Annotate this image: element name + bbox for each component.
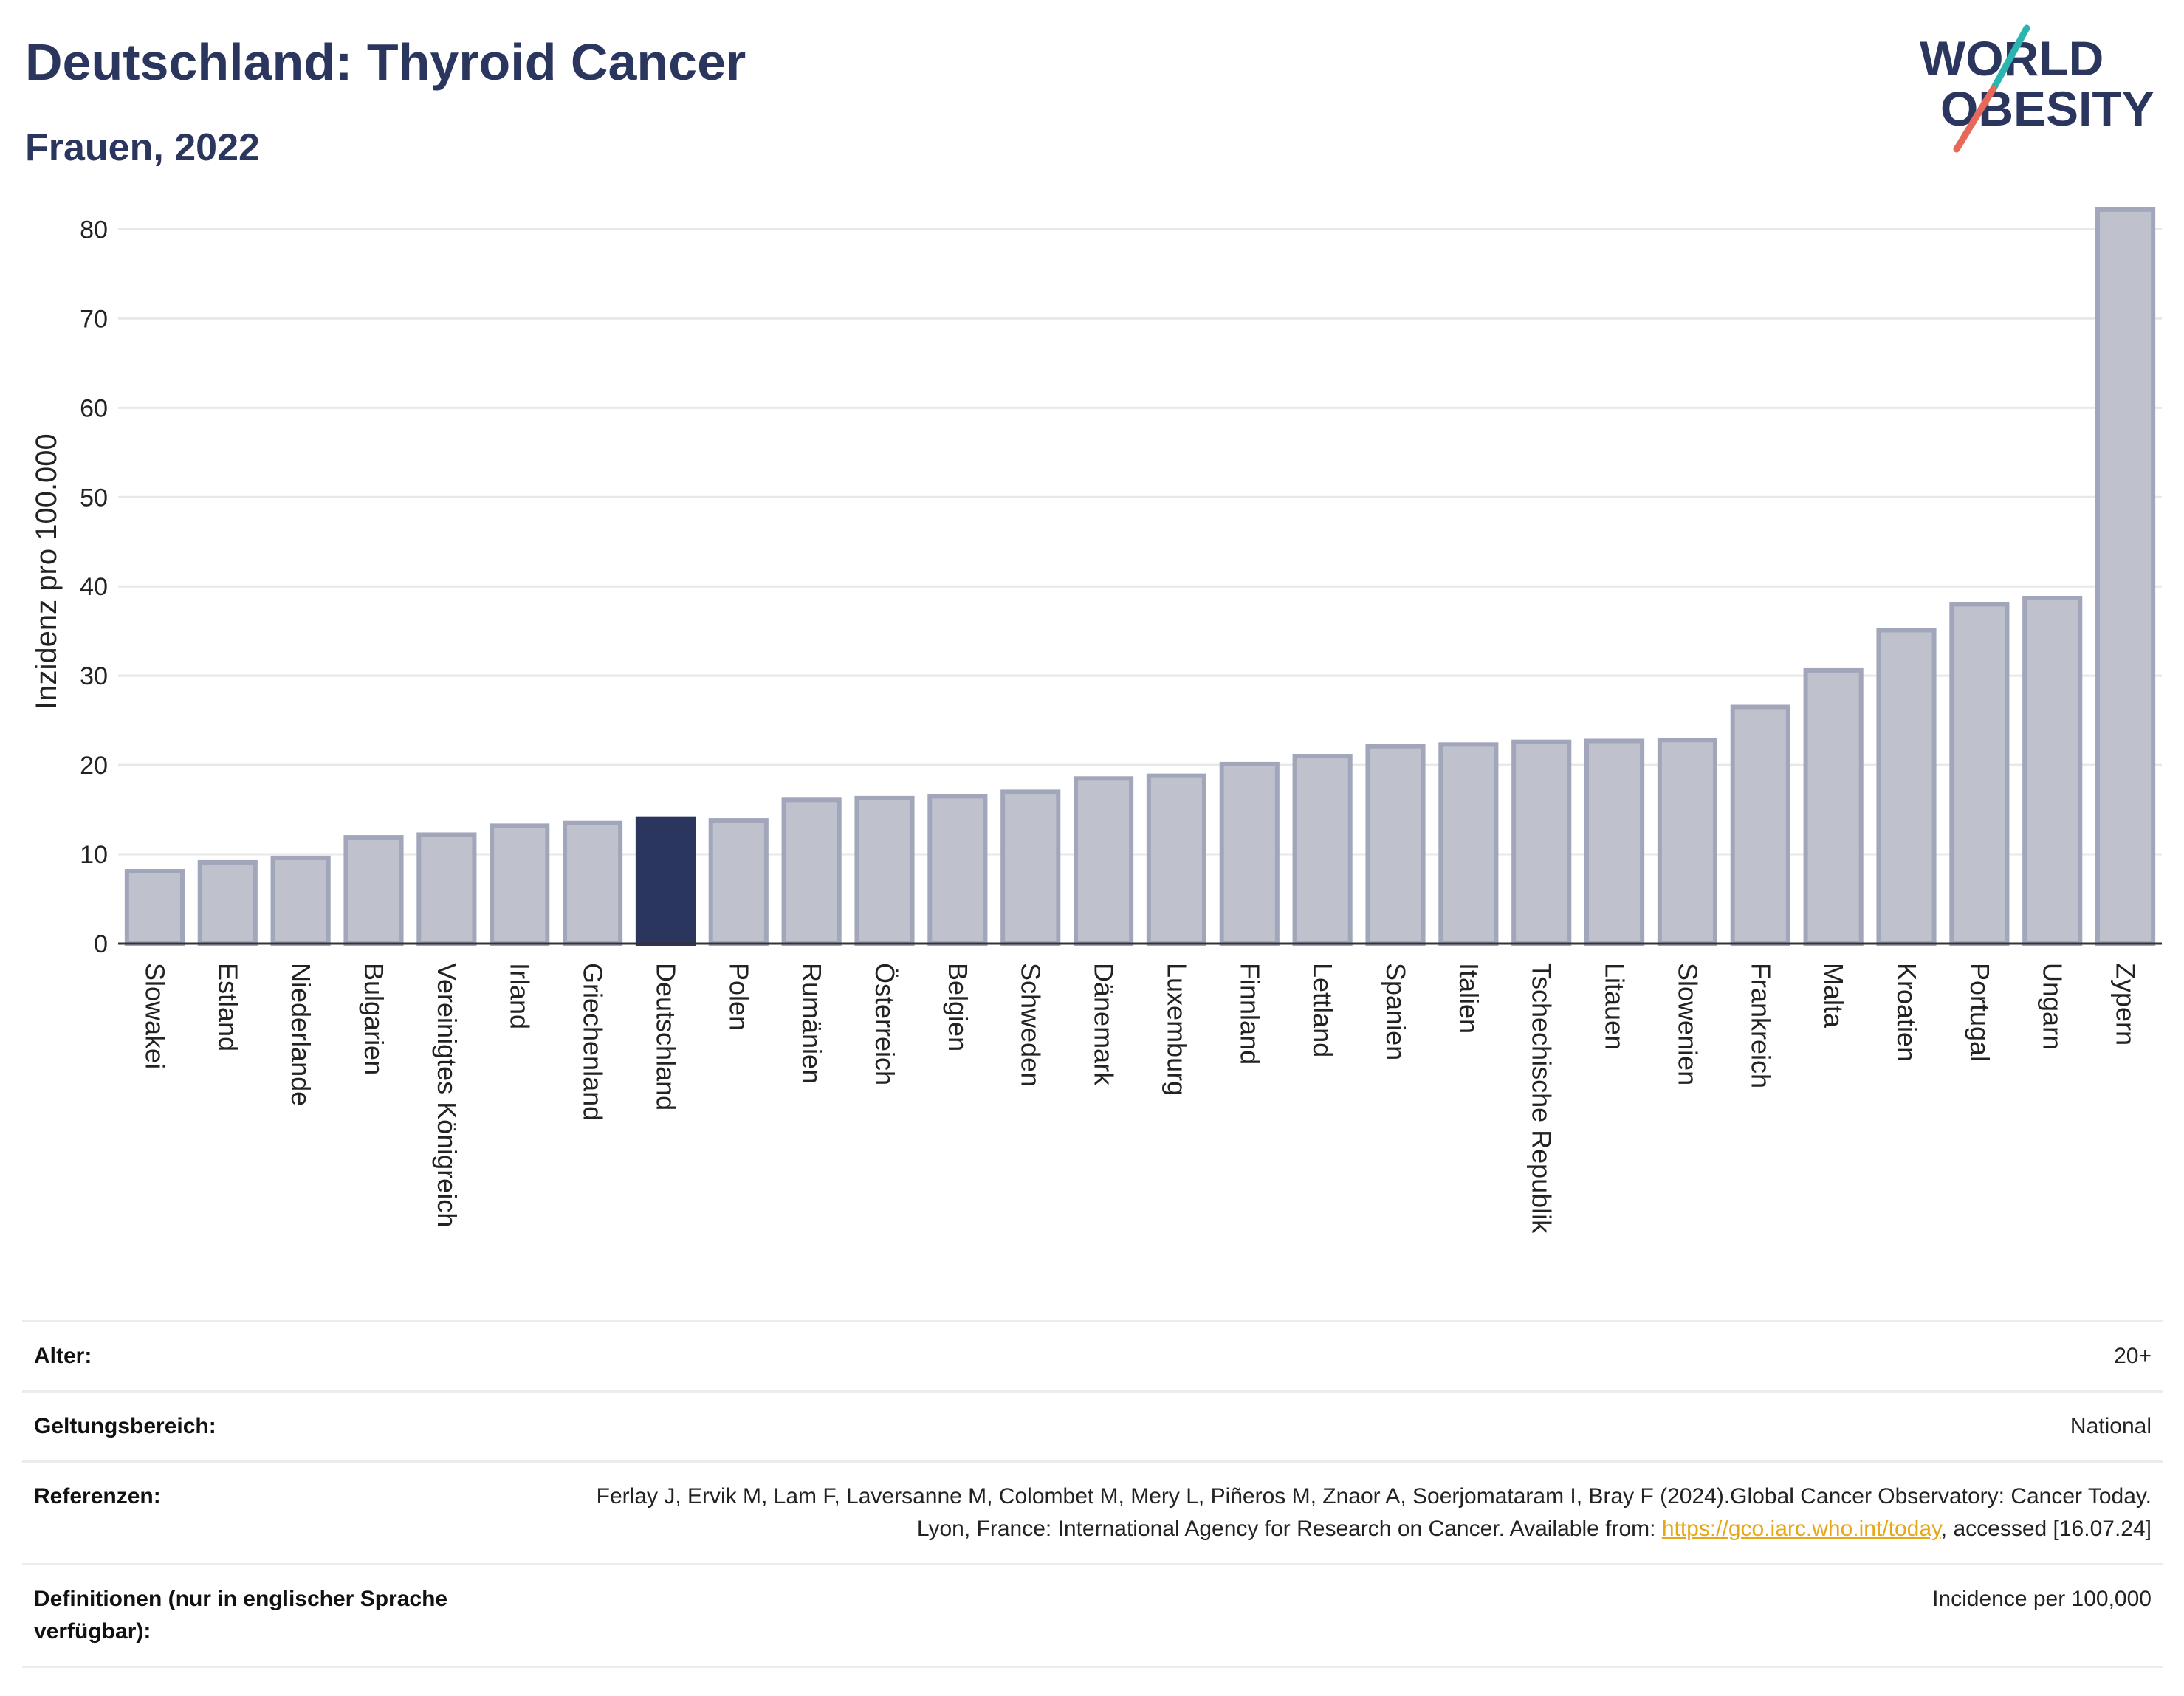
bar xyxy=(270,855,331,947)
x-tick-label: Bulgarien xyxy=(359,963,389,1075)
x-tick-label: Dänemark xyxy=(1089,963,1119,1086)
x-tick-label: Spanien xyxy=(1381,963,1411,1060)
bar xyxy=(1000,789,1061,947)
bar xyxy=(781,797,842,946)
x-tick-label: Italien xyxy=(1454,963,1484,1034)
info-label-references: Referenzen: xyxy=(34,1484,161,1508)
bar xyxy=(563,820,623,946)
x-tick-label: Griechenland xyxy=(578,963,608,1121)
x-tick-label: Finnland xyxy=(1234,963,1265,1065)
bar xyxy=(343,835,404,946)
x-tick-label: Estland xyxy=(213,963,243,1051)
chart-title: Deutschland: Thyroid Cancer xyxy=(25,33,746,91)
logo-slash-teal xyxy=(1990,24,2030,92)
x-tick-label: Polen xyxy=(724,963,754,1031)
bar xyxy=(927,794,988,946)
bar xyxy=(1146,773,1206,947)
y-tick-label: 20 xyxy=(80,752,108,780)
chart-subtitle: Frauen, 2022 xyxy=(25,126,260,169)
bar xyxy=(1657,738,1717,946)
bar-chart: 0 10 20 30 40 50 60 70 80 Inzidenz pro 100.000 Slo… xyxy=(30,207,2162,1234)
reference-text: Ferlay J, Ervik M, Lam F, Laversanne M, … xyxy=(596,1484,2152,1541)
x-tick-label: Österreich xyxy=(870,963,900,1085)
x-tick-label: Portugal xyxy=(1965,963,1995,1062)
info-label-scope: Geltungsbereich: xyxy=(34,1414,216,1438)
logo-text-obesity: OBESITY xyxy=(1940,81,2154,136)
bar xyxy=(1511,739,1572,946)
x-tick-label: Zypern xyxy=(2111,963,2141,1046)
y-tick-label: 80 xyxy=(80,216,108,244)
info-label-definitions: Definitionen (nur in englischer Sprache … xyxy=(34,1587,448,1644)
y-tick-label: 60 xyxy=(80,394,108,422)
bar xyxy=(124,869,185,946)
reference-accessed: , accessed [16.07.24] xyxy=(1940,1517,2152,1541)
bar xyxy=(1949,602,2010,946)
bar xyxy=(1219,761,1280,946)
x-tick-label: Lettland xyxy=(1308,963,1338,1057)
bar xyxy=(416,832,477,947)
logo-slash-red xyxy=(1953,85,1997,153)
bar xyxy=(490,823,550,947)
y-tick-label: 70 xyxy=(80,305,108,333)
reference-link[interactable]: https://gco.iarc.who.int/today xyxy=(1661,1517,1941,1541)
info-row-age: Alter: 20+ xyxy=(22,1320,2163,1390)
y-axis-label: Inzidenz pro 100.000 xyxy=(30,433,63,710)
x-tick-label: Luxemburg xyxy=(1161,963,1192,1096)
bar xyxy=(2022,595,2083,946)
x-tick-label: Ungarn xyxy=(2038,963,2068,1050)
x-tick-label: Tschechische Republik xyxy=(1527,963,1557,1234)
bar xyxy=(1292,754,1353,947)
y-tick-label: 40 xyxy=(80,573,108,601)
x-tick-label: Niederlande xyxy=(286,963,316,1106)
x-tick-label: Deutschland xyxy=(650,963,681,1110)
x-tick-label: Slowenien xyxy=(1672,963,1703,1085)
info-value-references: Ferlay J, Ervik M, Lam F, Laversanne M, … xyxy=(571,1480,2152,1545)
y-tick-label: 10 xyxy=(80,841,108,869)
x-tick-label: Rumänien xyxy=(797,963,827,1084)
bar xyxy=(1730,704,1790,946)
x-tick-label: Frankreich xyxy=(1745,963,1776,1088)
bar xyxy=(2095,207,2156,946)
info-row-references: Referenzen: Ferlay J, Ervik M, Lam F, La… xyxy=(22,1460,2163,1563)
info-value-scope: National xyxy=(2070,1414,2152,1438)
info-row-scope: Geltungsbereich: National xyxy=(22,1390,2163,1460)
bar xyxy=(1074,776,1134,946)
x-tick-label: Vereinigtes Königreich xyxy=(432,963,462,1227)
world-obesity-logo: WORLD OBESITY xyxy=(1920,24,2154,153)
info-row-definitions: Definitionen (nur in englischer Sprache … xyxy=(22,1563,2163,1668)
bar xyxy=(1584,738,1645,946)
x-tick-label: Schweden xyxy=(1016,963,1046,1087)
bar xyxy=(708,818,769,947)
bar xyxy=(854,795,915,946)
y-tick-label: 30 xyxy=(80,662,108,690)
info-value-definitions: Incidence per 100,000 xyxy=(1932,1587,2152,1611)
bar xyxy=(1438,742,1499,946)
x-tick-label: Malta xyxy=(1819,963,1849,1029)
x-tick-label: Slowakei xyxy=(140,963,170,1069)
y-tick-label: 50 xyxy=(80,484,108,512)
info-table: Alter: 20+ Geltungsbereich: National Ref… xyxy=(22,1320,2163,1668)
bar xyxy=(1803,667,1864,946)
x-tick-label: Kroatien xyxy=(1892,963,1922,1062)
bar xyxy=(1365,744,1426,946)
info-label-age: Alter: xyxy=(34,1344,92,1368)
x-tick-label: Litauen xyxy=(1600,963,1630,1050)
info-value-age: 20+ xyxy=(2114,1344,2152,1368)
y-tick-label: 0 xyxy=(94,930,108,958)
x-tick-label: Irland xyxy=(505,963,535,1029)
bar xyxy=(1876,628,1937,946)
bar-highlight xyxy=(635,816,696,947)
x-tick-label: Belgien xyxy=(943,963,973,1051)
bar xyxy=(197,859,258,946)
